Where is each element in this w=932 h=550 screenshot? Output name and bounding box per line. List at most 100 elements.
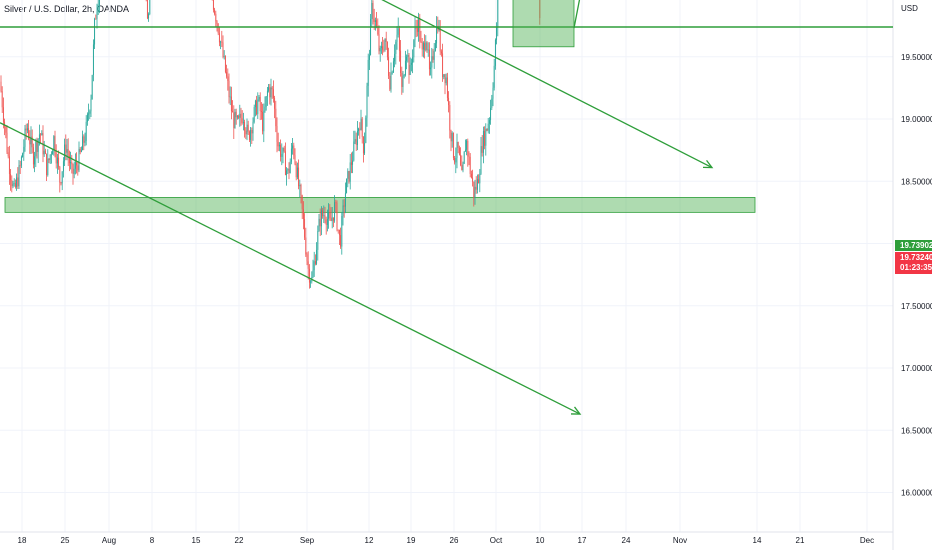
candle-body <box>247 124 249 132</box>
candle-body <box>331 217 333 221</box>
candle-body <box>372 2 374 19</box>
candle-body <box>380 46 382 48</box>
candle-body <box>427 49 429 51</box>
candle-body <box>467 140 469 157</box>
upper-channel-arrowhead <box>702 159 714 169</box>
candle-body <box>480 146 482 174</box>
support-price-badge-text: 19.73902 <box>900 241 932 250</box>
lower-channel-arrowhead <box>570 406 582 415</box>
candle-body <box>335 202 337 204</box>
candle-body <box>274 97 276 109</box>
candle-body <box>280 144 282 157</box>
candle-body <box>478 179 480 184</box>
candle-body <box>44 150 46 154</box>
candle-body <box>74 162 76 169</box>
candle-body <box>5 126 7 133</box>
candle-body <box>284 151 286 175</box>
candle-body <box>49 154 51 161</box>
candle-body <box>268 87 270 91</box>
candle-body <box>325 219 327 225</box>
support-zone[interactable] <box>4 197 756 213</box>
candle-body <box>362 136 364 154</box>
candle-body <box>241 118 243 123</box>
x-tick-label: 12 <box>365 536 374 545</box>
candle-body <box>79 148 81 152</box>
candle-body <box>215 13 217 22</box>
candle-body <box>302 209 304 220</box>
x-tick-label: 18 <box>18 536 27 545</box>
candle-body <box>455 157 457 163</box>
candle-body <box>56 157 58 164</box>
candle-body <box>260 111 262 113</box>
candle-body <box>488 120 490 124</box>
candle-body <box>428 49 430 70</box>
candle-body <box>388 57 390 76</box>
candle-body <box>6 132 8 153</box>
entry-zone[interactable] <box>512 0 575 48</box>
candle-body <box>412 57 414 63</box>
candle-body <box>223 56 225 57</box>
candle-body <box>443 74 445 78</box>
candle-body <box>214 9 216 14</box>
candle-body <box>298 167 300 187</box>
candle-body <box>312 270 314 278</box>
candle-body <box>458 147 460 155</box>
candle-body <box>464 149 466 152</box>
candle-body <box>430 67 432 70</box>
candle-body <box>354 139 356 142</box>
candle-body <box>236 116 238 118</box>
candle-body <box>468 156 470 158</box>
y-tick-label: 16.00000 <box>901 489 932 498</box>
candle-body <box>234 111 236 129</box>
candle-body <box>71 162 73 165</box>
candle-body <box>330 218 332 221</box>
candle-body <box>324 215 326 220</box>
candle-body <box>419 19 421 42</box>
candle-body <box>85 121 87 141</box>
candle-body <box>95 18 97 20</box>
candle-body <box>270 87 272 98</box>
candle-body <box>444 74 446 84</box>
candle-body <box>400 50 402 73</box>
candle-body <box>240 113 242 119</box>
candle-body <box>361 118 363 137</box>
x-tick-label: 22 <box>235 536 244 545</box>
candle-body <box>475 186 477 190</box>
candle-body <box>305 237 307 255</box>
candle-body <box>352 160 354 165</box>
candle-body <box>442 53 444 78</box>
candle-body <box>413 40 415 58</box>
candle-body <box>10 174 12 181</box>
x-tick-label: Oct <box>490 536 503 545</box>
candle-body <box>493 65 495 88</box>
candle-body <box>434 43 436 51</box>
candle-body <box>212 0 214 10</box>
candle-body <box>382 46 384 50</box>
candle-body <box>265 96 267 107</box>
candle-body <box>445 77 447 84</box>
upper-channel-line[interactable] <box>0 0 713 169</box>
candle-body <box>23 146 25 154</box>
candle-body <box>318 218 320 232</box>
candle-body <box>460 154 462 165</box>
candle-body <box>36 141 38 152</box>
x-tick-label: Dec <box>860 536 874 545</box>
candle-body <box>348 171 350 182</box>
lower-channel-line[interactable] <box>0 122 581 415</box>
candle-body <box>288 169 290 173</box>
current-price-badge <box>895 252 932 274</box>
candle-body <box>18 165 20 187</box>
candle-body <box>238 116 240 118</box>
candle-body <box>52 151 54 155</box>
candle-body <box>12 184 14 187</box>
candle-body <box>301 195 303 210</box>
candle-body <box>258 96 260 100</box>
candle-body <box>17 177 19 187</box>
candle-body <box>317 231 319 250</box>
x-tick-label: Nov <box>673 536 687 545</box>
candle-body <box>329 212 331 219</box>
candle-body <box>216 21 218 24</box>
x-tick-label: 8 <box>150 536 155 545</box>
candle-body <box>479 173 481 184</box>
